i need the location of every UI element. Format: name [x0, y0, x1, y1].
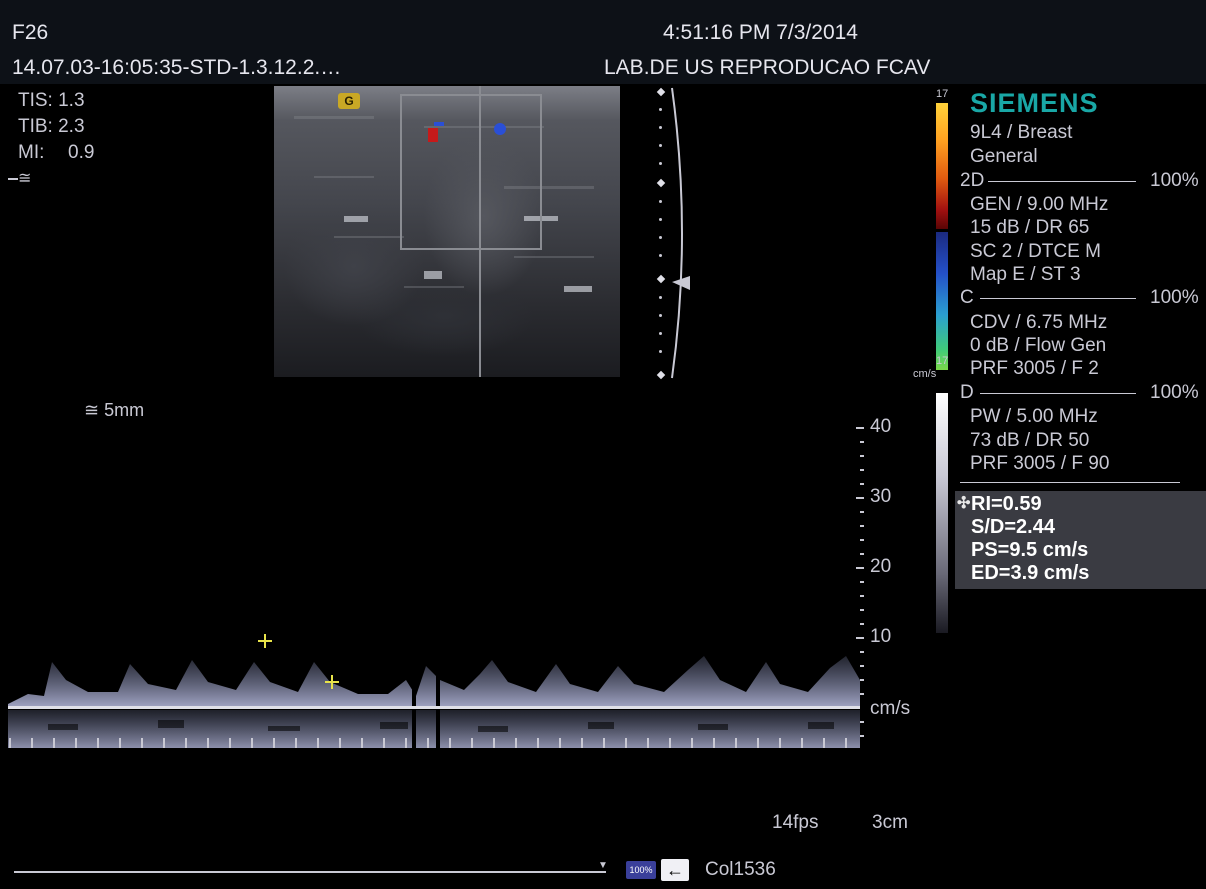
g-logo-icon: G [338, 93, 360, 109]
institution-name: LAB.DE US REPRODUCAO FCAV [604, 56, 931, 79]
colorbar-unit-label: cm/s [913, 368, 937, 380]
study-id: 14.07.03-16:05:35-STD-1.3.12.2.… [12, 56, 342, 79]
mode-2d-line: Map E / ST 3 [970, 264, 1081, 285]
preset-label: General [970, 146, 1038, 167]
doppler-spectrum[interactable] [8, 640, 860, 755]
panel-divider [960, 482, 1180, 483]
measurement-results: ✣ RI=0.59 S/D=2.44 PS=9.5 cm/s ED=3.9 cm… [955, 491, 1206, 589]
scale-unit-label: cm/s [870, 698, 911, 719]
scale-tick-label: 30 [870, 486, 892, 507]
tib-readout: TIB: 2.3 [18, 116, 85, 137]
scale-approx-icon: ≅ [8, 168, 31, 188]
mode-d-gain: 100% [1150, 382, 1199, 403]
colorbar-2d [936, 103, 948, 229]
mode-c-divider [980, 298, 1136, 299]
mode-c-line: 0 dB / Flow Gen [970, 335, 1107, 356]
datetime: 4:51:16 PM 7/3/2014 [663, 21, 858, 44]
header-bar [0, 0, 1206, 84]
ri-result: RI=0.59 [971, 493, 1042, 515]
depth-readout: 3cm [872, 812, 908, 833]
mode-d-label: D [960, 382, 974, 403]
zoom-100-button[interactable]: 100% [626, 861, 656, 879]
mode-2d-gain: 100% [1150, 170, 1199, 191]
mode-c-line: CDV / 6.75 MHz [970, 312, 1108, 333]
mode-2d-line: GEN / 9.00 MHz [970, 194, 1109, 215]
caliper-crosshair-icon[interactable] [258, 634, 272, 648]
mode-c-gain: 100% [1150, 287, 1199, 308]
scale-tick-label: 10 [870, 626, 892, 647]
scale-label: ≅ 5mm [84, 400, 145, 420]
colorbar-color [936, 232, 948, 370]
doppler-baseline[interactable] [8, 706, 860, 709]
scale-tick-label: 20 [870, 556, 892, 577]
focus-marker-icon[interactable] [664, 86, 694, 382]
mode-2d-line: SC 2 / DTCE M [970, 241, 1101, 262]
ed-result: ED=3.9 cm/s [971, 562, 1090, 584]
cine-marker-icon[interactable]: ▼ [598, 860, 608, 871]
time-axis-ticks [9, 738, 847, 748]
mode-2d-label: 2D [960, 170, 985, 191]
mi-label: MI: [18, 142, 45, 163]
brand-logo: SIEMENS [970, 88, 1099, 118]
ps-result: PS=9.5 cm/s [971, 539, 1089, 561]
patient-id: F26 [12, 21, 49, 44]
sd-result: S/D=2.44 [971, 516, 1055, 538]
mi-value: 0.9 [68, 142, 95, 163]
scale-tick-label: 40 [870, 416, 892, 437]
mode-d-line: PW / 5.00 MHz [970, 406, 1098, 427]
mode-d-line: 73 dB / DR 50 [970, 430, 1090, 451]
caliper-crosshair-icon[interactable] [325, 675, 339, 689]
collection-label: Col1536 [705, 859, 776, 880]
probe-label: 9L4 / Breast [970, 122, 1073, 143]
colorbar-doppler [936, 393, 948, 633]
colorbar-bottom-label: 17 [936, 355, 949, 367]
bmode-image[interactable] [274, 86, 620, 377]
mode-2d-line: 15 dB / DR 65 [970, 217, 1090, 238]
back-arrow-icon[interactable]: ← [661, 859, 689, 881]
mode-c-label: C [960, 287, 974, 308]
tis-readout: TIS: 1.3 [18, 90, 85, 111]
mode-c-line: PRF 3005 / F 2 [970, 358, 1099, 379]
doppler-cursor-line[interactable] [479, 86, 481, 377]
color-roi-box[interactable] [400, 94, 542, 250]
mode-d-line: PRF 3005 / F 90 [970, 453, 1110, 474]
mode-d-divider [980, 393, 1136, 394]
frame-rate: 14fps [772, 812, 819, 833]
caliper-marker-icon: ✣ [957, 495, 971, 512]
mode-2d-divider [988, 181, 1136, 182]
colorbar-top-label: 17 [936, 88, 949, 100]
cine-bar[interactable] [14, 871, 606, 873]
